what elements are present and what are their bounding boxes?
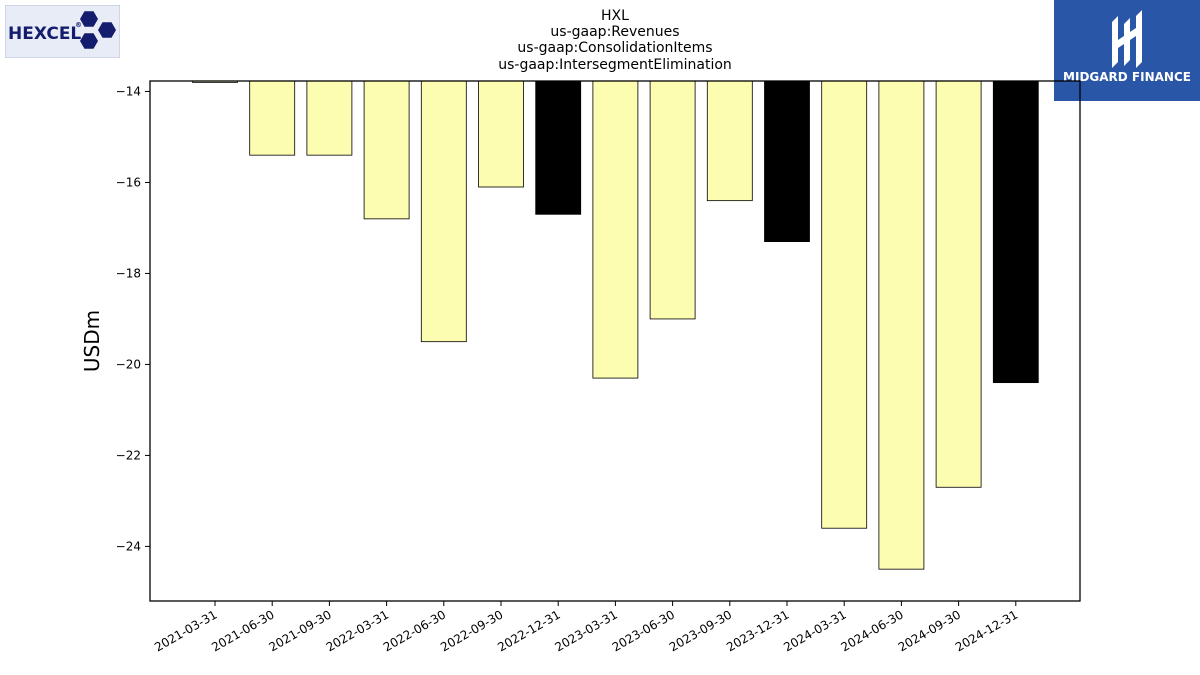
bars-group: [192, 80, 1039, 570]
hex-shape-icon: [80, 33, 98, 49]
chart-title-line-1: HXL: [601, 8, 629, 24]
bar-2021-09-30: [306, 80, 353, 156]
x-tick-label: 2023-03-31: [552, 607, 619, 654]
x-tick-label: 2024-09-30: [896, 607, 963, 654]
y-axis-ticks: −14 −16 −18 −20 −22 −24: [116, 84, 150, 553]
chart-title-line-2: us-gaap:Revenues: [550, 24, 679, 40]
bar-2023-06-30: [649, 80, 696, 320]
y-tick-label: −22: [116, 448, 141, 462]
y-tick-label: −18: [116, 266, 141, 280]
y-tick-label: −16: [116, 175, 141, 189]
bar-2023-03-31: [592, 80, 639, 379]
y-tick-label: −24: [116, 539, 141, 553]
x-tick-label: 2022-12-31: [495, 607, 562, 654]
x-tick-label: 2024-12-31: [953, 607, 1020, 654]
x-tick-label: 2024-03-31: [781, 607, 848, 654]
bar-2024-03-31: [821, 80, 868, 529]
hexcel-logo: HEXCEL ®: [4, 4, 121, 59]
x-tick-label: 2021-06-30: [209, 607, 276, 654]
x-tick-label: 2024-06-30: [838, 607, 905, 654]
bar-2022-12-31: [535, 80, 582, 215]
bar-2022-09-30: [478, 80, 524, 188]
hexcel-logo-text: HEXCEL: [8, 24, 81, 44]
chart-title-line-3: us-gaap:ConsolidationItems: [517, 40, 712, 56]
midgard-finance-logo: MIDGARD FINANCE: [1054, 0, 1200, 101]
x-tick-label: 2023-06-30: [610, 607, 677, 654]
x-axis-ticks: 2021-03-312021-06-302021-09-302022-03-31…: [152, 601, 1020, 654]
hexcel-logo-registered: ®: [75, 21, 82, 29]
x-tick-label: 2022-03-31: [324, 607, 391, 654]
midgard-logo-text: MIDGARD FINANCE: [1063, 70, 1191, 84]
x-tick-label: 2023-09-30: [667, 607, 734, 654]
y-axis-label: USDm: [80, 310, 104, 372]
x-tick-label: 2023-12-31: [724, 607, 791, 654]
chart-title-line-4: us-gaap:IntersegmentElimination: [498, 57, 732, 73]
bar-2024-12-31: [992, 80, 1039, 384]
y-tick-label: −20: [116, 357, 141, 371]
hex-shape-icon: [80, 11, 98, 27]
x-tick-label: 2022-09-30: [438, 607, 505, 654]
bar-2023-09-30: [706, 80, 753, 202]
bar-2021-06-30: [249, 80, 296, 156]
bar-2024-09-30: [935, 80, 982, 488]
x-tick-label: 2022-06-30: [381, 607, 448, 654]
bar-2023-12-31: [764, 80, 810, 242]
bar-2022-03-31: [363, 80, 410, 220]
bar-2022-06-30: [420, 80, 467, 343]
bar-2024-06-30: [878, 80, 925, 570]
x-tick-label: 2021-09-30: [266, 607, 333, 654]
y-tick-label: −14: [116, 84, 141, 98]
x-tick-label: 2021-03-31: [152, 607, 219, 654]
plot-frame: [149, 80, 1081, 602]
chart-title: HXL us-gaap:Revenues us-gaap:Consolidati…: [498, 8, 732, 73]
hex-shape-icon: [98, 22, 116, 38]
midgard-emblem-icon: [1112, 10, 1142, 68]
